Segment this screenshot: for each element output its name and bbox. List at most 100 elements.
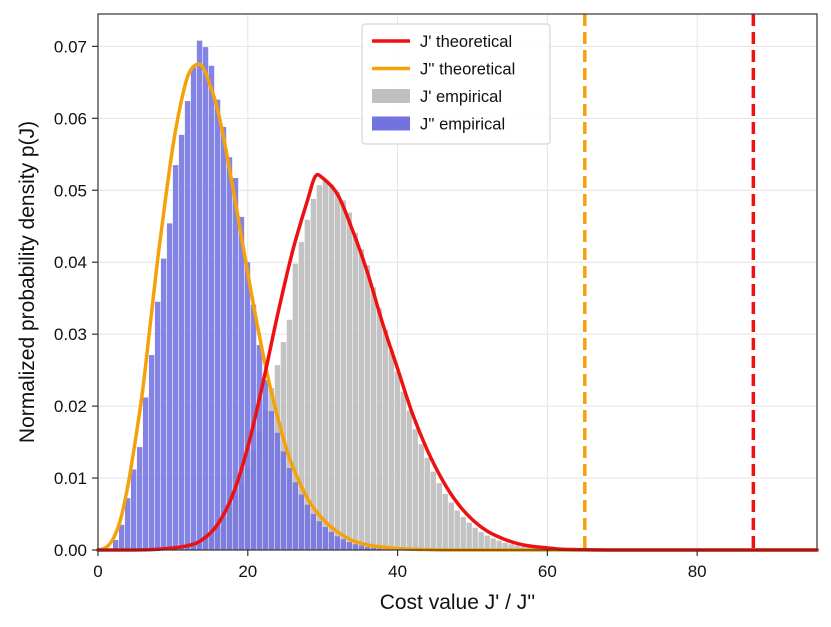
j-prime-empirical-bar [424,457,430,550]
j-double-prime-empirical-bar [136,447,143,550]
j-double-prime-empirical-bar [268,411,275,550]
j-double-prime-empirical-bar [376,548,383,550]
j-double-prime-empirical-bar [262,380,269,550]
j-double-prime-empirical-bar [352,544,359,550]
j-double-prime-empirical-bar [340,539,347,550]
j-double-prime-empirical-bar [334,536,341,550]
vertical-reference-lines [583,14,756,550]
j-prime-empirical-bar [388,350,394,550]
j-prime-empirical-bar [310,198,317,550]
j-prime-empirical-bar [496,540,502,550]
j-prime-empirical-bar [334,191,341,550]
x-tick-label: 80 [688,562,707,581]
j-double-prime-empirical-bar [298,494,305,550]
j-double-prime-empirical-bar [280,451,287,550]
j-double-prime-empirical-bar [154,301,161,550]
j-double-prime-empirical-bar [292,482,299,550]
x-tick-label: 0 [93,562,102,581]
j-prime-empirical-bar [292,263,299,550]
legend-label-j-double-prime-theoretical: J'' theoretical [420,61,515,79]
y-axis-label: Normalized probability density p(J) [16,121,39,443]
j-double-prime-empirical-bar [286,467,293,550]
j-double-prime-empirical-bar [118,524,125,550]
j-prime-empirical-bar [520,546,526,550]
x-tick-label: 40 [388,562,407,581]
j-double-prime-empirical-bar [328,532,335,550]
j-double-prime-empirical-bar [244,262,251,550]
j-double-prime-empirical-bar [190,67,197,550]
plot-frame [97,13,818,551]
j-prime-empirical-bar [280,342,287,550]
j-prime-empirical-bar [460,516,466,550]
y-tick-label: 0.00 [54,541,87,560]
j-prime-empirical-bar [514,545,520,550]
y-tick-label: 0.07 [54,37,87,56]
j-prime-empirical-bar [316,185,323,550]
j-prime-empirical-bar [412,429,418,550]
j-prime-empirical-bar [394,371,400,550]
j-double-prime-empirical-bar [316,521,323,550]
legend-label-j-double-prime-empirical: J'' empirical [420,116,505,134]
j-double-prime-empirical-bar [130,469,137,550]
j-prime-empirical-bar [358,249,365,550]
y-tick-label: 0.02 [54,397,87,416]
j-double-prime-empirical-bar [184,101,191,551]
j-prime-empirical-bar [304,219,311,550]
j-prime-empirical-bar [436,483,442,550]
j-prime-empirical-bar [298,242,305,550]
histogram-bars [112,40,550,551]
j-prime-empirical-bar [466,522,472,550]
legend-label-j-prime-theoretical: J' theoretical [420,33,512,51]
j-prime-empirical-bar [400,391,406,550]
j-double-prime-theoretical-curve [96,62,819,552]
j-prime-empirical-bar [454,510,460,550]
j-prime-empirical-bar [346,212,353,550]
legend-label-j-prime-empirical: J' empirical [420,88,502,106]
j-prime-empirical-bar [376,308,383,550]
y-tick-label: 0.04 [54,253,87,272]
j-double-prime-empirical-bar [256,344,263,550]
j-prime-empirical-bar [364,265,371,550]
j-double-prime-empirical-bar [148,355,155,550]
j-double-prime-empirical-bar [322,526,329,550]
j-double-prime-empirical-bar [178,134,185,550]
j-prime-empirical-bar [478,532,484,550]
j-double-prime-empirical-bar [220,126,227,551]
j-double-prime-empirical-bar [124,498,131,550]
j-double-prime-empirical-bar [358,545,365,550]
y-tick-label: 0.06 [54,109,87,128]
y-tick-label: 0.05 [54,181,87,200]
j-prime-empirical-bar [286,319,293,550]
j-prime-empirical-bar [340,200,347,550]
j-prime-theoretical-curve [96,172,819,552]
theoretical-curves [96,62,819,552]
j-prime-empirical-bar [472,527,478,550]
j-prime-empirical-bar [442,493,448,550]
j-prime-empirical-bar [484,535,490,550]
j-prime-empirical-bar [502,542,508,550]
j-double-prime-empirical-bar [238,216,245,550]
j-prime-empirical-bar [370,287,377,550]
j-double-prime-empirical-bar [202,47,209,550]
legend: J' theoretical J'' theoretical J' empiri… [361,23,551,145]
j-double-prime-empirical-bar [208,65,215,551]
j-double-prime-empirical-bar [304,504,311,550]
j-prime-empirical-bar [430,471,436,550]
j-double-prime-empirical-bar [142,397,149,550]
j-double-prime-empirical-bar [166,223,173,550]
j-prime-empirical-bar [406,410,412,550]
j-double-prime-empirical-bar [196,40,203,551]
x-tick-label: 60 [538,562,557,581]
j-double-prime-empirical-bar [226,157,233,550]
j-double-prime-empirical-bar [232,178,239,550]
j-double-prime-empirical-bar [310,514,317,550]
j-prime-empirical-bar [322,180,329,550]
j-prime-empirical-bar [508,544,514,550]
legend-box [361,23,551,145]
j-prime-empirical-bar [352,232,359,550]
j-double-prime-empirical-bar [172,165,179,550]
y-tick-label: 0.01 [54,469,87,488]
legend-swatch-j-prime-empirical [372,89,410,103]
j-double-prime-empirical-bar [274,432,281,550]
